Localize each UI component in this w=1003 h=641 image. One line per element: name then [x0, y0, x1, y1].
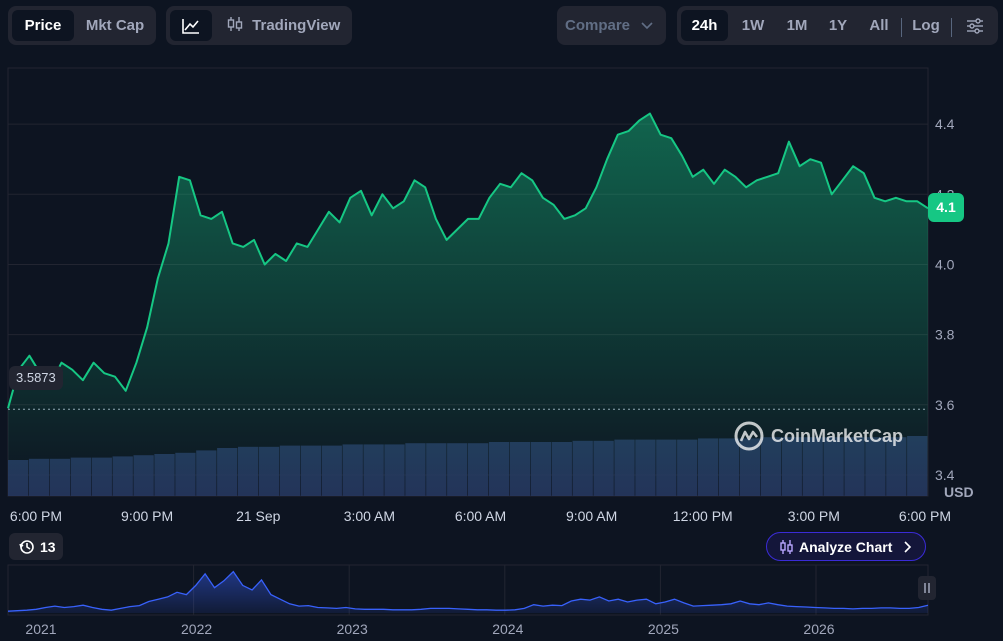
price-tab[interactable]: Price: [12, 10, 74, 41]
y-tick-label: 3.8: [935, 327, 955, 343]
line-chart-button[interactable]: [170, 10, 212, 41]
mktcap-tab[interactable]: Mkt Cap: [85, 17, 145, 34]
navigator-handle[interactable]: [918, 576, 936, 600]
navigator-year-label: 2025: [648, 621, 679, 637]
history-icon: [19, 540, 34, 554]
x-tick-label: 9:00 AM: [566, 508, 617, 524]
compare-label: Compare: [565, 17, 631, 34]
x-axis: 6:00 PM 9:00 PM 21 Sep 3:00 AM 6:00 AM 9:00 A…: [10, 508, 951, 524]
navigator-years: 2021 2022 2023 2024 2025 2026: [25, 621, 834, 637]
analyze-label: Analyze Chart: [799, 539, 893, 555]
current-price-badge: 4.1: [928, 193, 964, 222]
range-1m[interactable]: 1M: [786, 17, 808, 34]
sliders-icon: [967, 18, 983, 34]
chart-type-toggle: TradingView: [166, 6, 352, 45]
x-tick-label: 21 Sep: [236, 508, 281, 524]
tradingview-label: TradingView: [252, 17, 341, 34]
y-axis: 3.43.63.84.04.24.4: [935, 116, 955, 483]
candlestick-icon: [227, 17, 243, 31]
price-area: [8, 113, 928, 496]
navigator-year-label: 2024: [492, 621, 523, 637]
coinmarketcap-watermark: CoinMarketCap: [733, 420, 903, 452]
settings-button[interactable]: [957, 10, 993, 41]
range-divider: [901, 18, 902, 37]
coinmarketcap-logo-icon: [734, 421, 764, 451]
navigator-area: [8, 571, 928, 613]
compare-dropdown[interactable]: Compare: [557, 6, 666, 45]
range-selector: 24h 1W 1M 1Y All Log: [677, 6, 998, 45]
x-tick-label: 3:00 AM: [344, 508, 395, 524]
line-chart-icon: [182, 19, 199, 34]
price-line: [7, 112, 929, 409]
navigator-year-label: 2021: [25, 621, 56, 637]
pause-handle-icon: [924, 583, 930, 593]
y-unit-label: USD: [944, 484, 974, 500]
watermark-text: CoinMarketCap: [771, 425, 904, 446]
navigator-line: [7, 570, 929, 612]
log-toggle[interactable]: Log: [912, 17, 940, 34]
log-divider: [951, 18, 952, 37]
x-tick-label: 6:00 PM: [899, 508, 951, 524]
x-tick-label: 6:00 PM: [10, 508, 62, 524]
price-mktcap-toggle: Price Mkt Cap: [8, 6, 156, 45]
range-all[interactable]: All: [869, 17, 889, 34]
chevron-down-icon: [641, 22, 653, 30]
x-tick-label: 6:00 AM: [455, 508, 506, 524]
x-tick-label: 12:00 PM: [673, 508, 733, 524]
y-tick-label: 4.4: [935, 116, 955, 132]
navigator-year-label: 2023: [337, 621, 368, 637]
y-tick-label: 3.4: [935, 467, 955, 483]
y-tick-label: 3.6: [935, 397, 955, 413]
history-badge[interactable]: 13: [9, 533, 63, 560]
navigator-year-label: 2022: [181, 621, 212, 637]
range-1w[interactable]: 1W: [741, 17, 765, 34]
chevron-right-icon: [904, 541, 912, 553]
range-1y[interactable]: 1Y: [828, 17, 848, 34]
navigator-year-label: 2026: [803, 621, 834, 637]
analyze-icon: [780, 540, 793, 554]
y-tick-label: 4.0: [935, 256, 955, 272]
open-price-label: 3.5873: [9, 366, 63, 390]
range-24h[interactable]: 24h: [681, 10, 728, 41]
history-count: 13: [40, 539, 56, 555]
x-tick-label: 9:00 PM: [121, 508, 173, 524]
x-tick-label: 3:00 PM: [788, 508, 840, 524]
tradingview-button[interactable]: TradingView: [220, 10, 348, 41]
analyze-chart-button[interactable]: Analyze Chart: [766, 532, 926, 561]
